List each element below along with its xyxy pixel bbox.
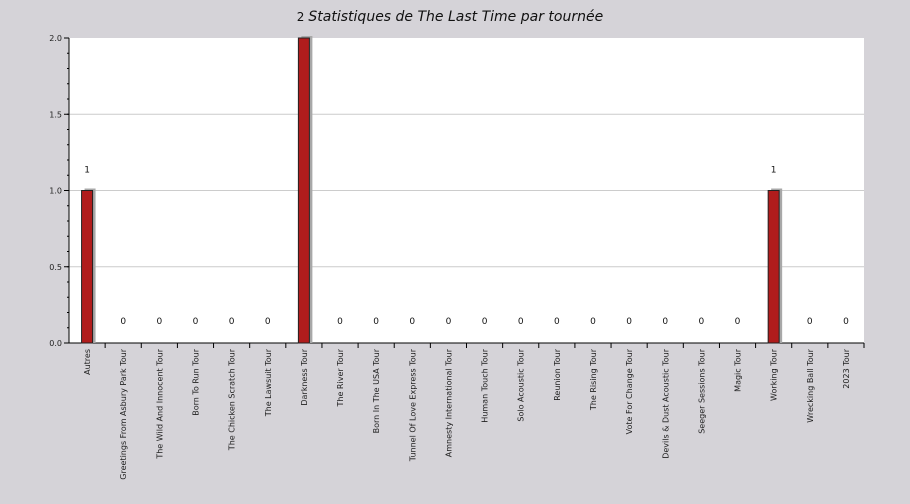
y-tick-label-3: 1.5 — [49, 110, 62, 119]
y-tick-label-1: 0.5 — [49, 263, 62, 272]
category-label-19: Working Tour — [770, 348, 779, 401]
category-label-3: Born To Run Tour — [191, 348, 200, 415]
category-label-12: Solo Acoustic Tour — [517, 348, 526, 421]
category-label-8: Born In The USA Tour — [372, 348, 381, 433]
category-label-11: Human Touch Tour — [481, 348, 490, 422]
category-label-20: Wrecking Ball Tour — [806, 348, 815, 422]
data-label-18: 0 — [735, 317, 741, 327]
category-label-10: Amnesty International Tour — [444, 348, 453, 457]
chart-title-text: Statistiques de The Last Time par tourné… — [308, 9, 603, 25]
data-label-9: 0 — [409, 317, 415, 327]
category-label-0: Autres — [83, 349, 92, 375]
data-label-0: 1 — [84, 166, 90, 176]
data-label-2: 0 — [156, 317, 162, 327]
category-label-1: Greetings From Asbury Park Tour — [119, 348, 128, 479]
chart-title-number: 2 — [297, 10, 305, 24]
data-label-15: 0 — [626, 317, 632, 327]
chart-title: 2 Statistiques de The Last Time par tourn… — [297, 9, 603, 25]
category-label-17: Seeger Sessions Tour — [697, 348, 706, 433]
category-label-5: The Lawsuit Tour — [264, 348, 273, 417]
data-label-17: 0 — [699, 317, 705, 327]
data-label-7: 0 — [337, 317, 343, 327]
category-label-21: 2023 Tour — [842, 348, 851, 388]
category-label-9: Tunnel Of Love Express Tour — [408, 348, 417, 462]
data-label-10: 0 — [446, 317, 452, 327]
data-label-12: 0 — [518, 317, 524, 327]
bar-19 — [767, 190, 780, 344]
y-tick-label-4: 2.0 — [49, 34, 62, 43]
bar-0 — [81, 190, 94, 344]
data-label-3: 0 — [193, 317, 199, 327]
data-label-4: 0 — [229, 317, 235, 327]
data-label-14: 0 — [590, 317, 596, 327]
category-label-18: Magic Tour — [734, 348, 743, 392]
y-tick-label-2: 1.0 — [49, 187, 62, 196]
category-label-4: The Chicken Scratch Tour — [228, 348, 237, 451]
data-label-19: 1 — [771, 166, 777, 176]
category-label-14: The Rising Tour — [589, 348, 598, 411]
category-label-2: The Wild And Innocent Tour — [155, 348, 164, 459]
category-label-13: Reunion Tour — [553, 348, 562, 400]
data-label-13: 0 — [554, 317, 560, 327]
data-label-1: 0 — [120, 317, 126, 327]
category-label-6: Darkness Tour — [300, 348, 309, 405]
data-label-20: 0 — [807, 317, 813, 327]
data-label-16: 0 — [662, 317, 668, 327]
category-label-7: The River Tour — [336, 348, 345, 407]
category-label-16: Devils & Dust Acoustic Tour — [661, 348, 670, 458]
bar-6 — [297, 37, 310, 344]
data-label-8: 0 — [373, 317, 379, 327]
data-label-11: 0 — [482, 317, 488, 327]
y-tick-label-0: 0.0 — [49, 339, 62, 348]
data-label-5: 0 — [265, 317, 271, 327]
category-label-15: Vote For Change Tour — [625, 348, 634, 434]
data-label-21: 0 — [843, 317, 849, 327]
